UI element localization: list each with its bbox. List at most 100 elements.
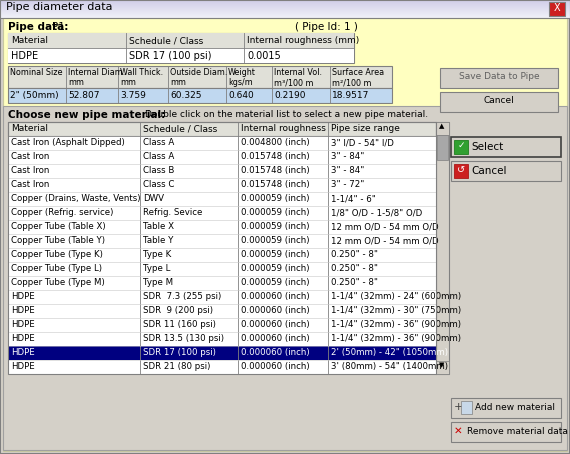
Bar xyxy=(0,1,570,2)
Text: SDR  7.3 (255 psi): SDR 7.3 (255 psi) xyxy=(143,292,221,301)
Text: Double click on the material list to select a new pipe material.: Double click on the material list to sel… xyxy=(145,110,428,119)
Text: Choose new pipe material:: Choose new pipe material: xyxy=(8,110,165,120)
Text: 0.000059 (inch): 0.000059 (inch) xyxy=(241,278,310,287)
Bar xyxy=(8,248,436,262)
Text: ( Pipe Id: 1 ): ( Pipe Id: 1 ) xyxy=(295,22,358,32)
Text: Copper Tube (Type L): Copper Tube (Type L) xyxy=(11,264,102,273)
Text: 1/8" O/D - 1-5/8" O/D: 1/8" O/D - 1-5/8" O/D xyxy=(331,208,422,217)
Text: 3" - 84": 3" - 84" xyxy=(331,152,364,161)
Text: 0.250" - 8": 0.250" - 8" xyxy=(331,264,378,273)
Bar xyxy=(8,33,354,63)
Text: 52.807: 52.807 xyxy=(68,91,100,100)
Text: Cast Iron: Cast Iron xyxy=(11,166,50,175)
Text: Copper Tube (Table X): Copper Tube (Table X) xyxy=(11,222,105,231)
Bar xyxy=(8,262,436,276)
Text: 0.000060 (inch): 0.000060 (inch) xyxy=(241,306,310,315)
Text: 12 mm O/D - 54 mm O/D: 12 mm O/D - 54 mm O/D xyxy=(331,222,439,231)
Text: SDR 11 (160 psi): SDR 11 (160 psi) xyxy=(143,320,216,329)
Text: Cast Iron: Cast Iron xyxy=(11,152,50,161)
Text: HDPE: HDPE xyxy=(11,348,35,357)
Text: Add new material: Add new material xyxy=(475,403,555,412)
Text: Cast Iron (Asphalt Dipped): Cast Iron (Asphalt Dipped) xyxy=(11,138,125,147)
Text: Pipe data:: Pipe data: xyxy=(8,22,68,32)
Text: 0.015748 (inch): 0.015748 (inch) xyxy=(241,152,310,161)
Text: 2' (50mm) - 42" (1050mm): 2' (50mm) - 42" (1050mm) xyxy=(331,348,448,357)
Text: SDR 13.5 (130 psi): SDR 13.5 (130 psi) xyxy=(143,334,224,343)
Text: Copper Tube (Type K): Copper Tube (Type K) xyxy=(11,250,103,259)
Bar xyxy=(8,206,436,220)
Bar xyxy=(126,48,244,63)
Bar xyxy=(8,304,436,318)
Text: Cancel: Cancel xyxy=(483,96,514,105)
Bar xyxy=(0,16,570,17)
Bar xyxy=(0,17,570,18)
Text: 0.640: 0.640 xyxy=(228,91,254,100)
Text: 0.0015: 0.0015 xyxy=(247,51,281,61)
Text: mm: mm xyxy=(120,78,136,87)
Bar xyxy=(8,88,392,103)
Text: Pipe diameter data: Pipe diameter data xyxy=(6,2,112,12)
Bar xyxy=(0,0,570,1)
Bar xyxy=(0,6,570,7)
Bar xyxy=(454,164,468,178)
Bar xyxy=(0,12,570,13)
Text: Internal roughness: Internal roughness xyxy=(241,124,326,133)
Bar xyxy=(8,220,436,234)
Text: 1-1/4" (32mm) - 36" (900mm): 1-1/4" (32mm) - 36" (900mm) xyxy=(331,334,461,343)
Text: 0.004800 (inch): 0.004800 (inch) xyxy=(241,138,310,147)
Text: Refrig. Sevice: Refrig. Sevice xyxy=(143,208,202,217)
Text: 1-1/4" (32mm) - 24" (600mm): 1-1/4" (32mm) - 24" (600mm) xyxy=(331,292,461,301)
Text: Weight: Weight xyxy=(228,68,256,77)
Bar xyxy=(0,8,570,9)
Text: 0.000059 (inch): 0.000059 (inch) xyxy=(241,194,310,203)
Text: 3.759: 3.759 xyxy=(120,91,146,100)
Text: 0.015748 (inch): 0.015748 (inch) xyxy=(241,180,310,189)
Bar xyxy=(8,318,436,332)
Bar xyxy=(8,48,126,63)
Bar xyxy=(436,122,449,374)
Text: ↺: ↺ xyxy=(457,165,465,175)
Bar xyxy=(0,0,570,18)
Bar xyxy=(244,48,354,63)
Bar xyxy=(0,5,570,6)
Bar xyxy=(8,360,436,374)
Bar xyxy=(436,361,449,374)
Bar xyxy=(0,15,570,16)
Text: 0.250" - 8": 0.250" - 8" xyxy=(331,278,378,287)
Text: Copper Tube (Type M): Copper Tube (Type M) xyxy=(11,278,105,287)
Text: 0.000060 (inch): 0.000060 (inch) xyxy=(241,292,310,301)
Bar xyxy=(126,33,244,48)
Bar xyxy=(461,401,472,414)
Text: 0.000060 (inch): 0.000060 (inch) xyxy=(241,348,310,357)
Text: ▼: ▼ xyxy=(439,362,445,368)
Text: Type L: Type L xyxy=(143,264,170,273)
Bar xyxy=(0,7,570,8)
Text: HDPE: HDPE xyxy=(11,362,35,371)
Text: Schedule / Class: Schedule / Class xyxy=(143,124,217,133)
Text: 0.000059 (inch): 0.000059 (inch) xyxy=(241,236,310,245)
Text: 0.000060 (inch): 0.000060 (inch) xyxy=(241,362,310,371)
Text: SDR 17 (100 psi): SDR 17 (100 psi) xyxy=(143,348,216,357)
Text: 0.000060 (inch): 0.000060 (inch) xyxy=(241,334,310,343)
Bar xyxy=(440,92,558,112)
Text: 3" - 84": 3" - 84" xyxy=(331,166,364,175)
Bar xyxy=(437,135,448,160)
Bar xyxy=(8,178,436,192)
Bar xyxy=(8,33,126,48)
Text: Table Y: Table Y xyxy=(143,236,173,245)
Text: Type K: Type K xyxy=(143,250,171,259)
Text: HDPE: HDPE xyxy=(11,292,35,301)
Text: mm: mm xyxy=(68,78,84,87)
Bar xyxy=(8,290,436,304)
Bar xyxy=(3,106,567,450)
Text: +: + xyxy=(454,402,463,412)
Text: Save Data to Pipe: Save Data to Pipe xyxy=(459,72,539,81)
Text: Copper (Drains, Waste, Vents): Copper (Drains, Waste, Vents) xyxy=(11,194,140,203)
Bar xyxy=(0,10,570,11)
Text: 1-1/4" (32mm) - 30" (750mm): 1-1/4" (32mm) - 30" (750mm) xyxy=(331,306,461,315)
Text: 2" (50mm): 2" (50mm) xyxy=(10,91,59,100)
Text: Internal Diam.: Internal Diam. xyxy=(68,68,125,77)
Text: 3" - 72": 3" - 72" xyxy=(331,180,364,189)
Bar xyxy=(8,136,436,150)
Text: Class A: Class A xyxy=(143,152,174,161)
